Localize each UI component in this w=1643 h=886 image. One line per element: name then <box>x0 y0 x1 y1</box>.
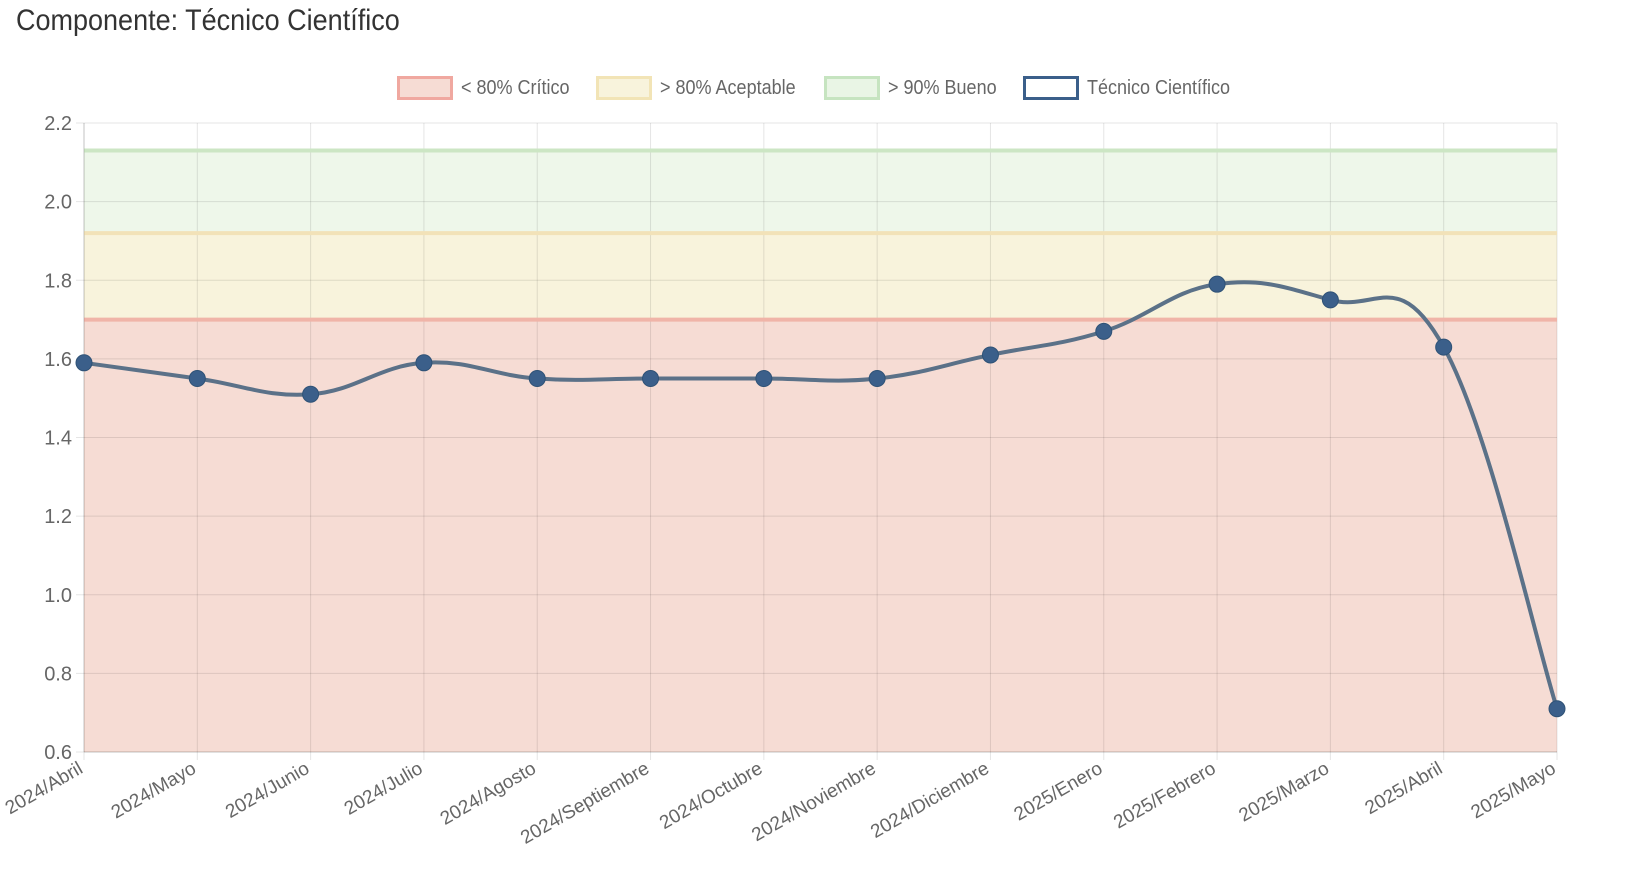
data-point-10 <box>1208 275 1226 293</box>
chart-title: Componente: Técnico Científico <box>16 4 400 37</box>
legend-label-tecnico-cientifico: Técnico Científico <box>1086 76 1231 99</box>
y-tick-label: 1.4 <box>44 428 72 450</box>
x-tick-label: 2025/Mayo <box>1468 758 1560 823</box>
x-tick-label: 2025/Abril <box>1362 758 1447 819</box>
legend-swatch-aceptable <box>595 76 652 100</box>
legend-item-bueno[interactable]: > 90% Bueno <box>824 76 1009 100</box>
data-point-1 <box>188 370 206 388</box>
data-point-4 <box>528 370 546 388</box>
x-tick-label: 2024/Noviembre <box>748 758 879 846</box>
data-point-2 <box>302 385 320 403</box>
band-2 <box>84 150 1557 234</box>
band-1 <box>84 233 1557 320</box>
data-point-6 <box>755 370 773 388</box>
data-point-9 <box>1095 322 1113 340</box>
x-tick-label: 2024/Octubre <box>656 758 766 834</box>
data-point-0 <box>75 354 93 372</box>
y-tick-label: 1.8 <box>44 270 72 292</box>
y-tick-label: 1.6 <box>44 349 72 371</box>
legend-item-aceptable[interactable]: > 80% Aceptable <box>595 76 811 100</box>
legend-label-bueno: > 90% Bueno <box>888 76 997 99</box>
y-tick-label: 2.0 <box>44 192 72 214</box>
legend-swatch-bueno <box>824 76 881 100</box>
y-tick-label: 0.8 <box>44 663 72 685</box>
x-tick-label: 2025/Marzo <box>1235 758 1332 826</box>
x-tick-label: 2024/Septiembre <box>517 758 653 849</box>
band-0 <box>84 319 1557 752</box>
x-tick-label: 2024/Mayo <box>108 758 200 823</box>
data-point-13 <box>1548 700 1566 718</box>
y-tick-label: 1.0 <box>44 585 72 607</box>
x-tick-label: 2024/Junio <box>222 758 313 823</box>
y-tick-label: 2.2 <box>44 113 72 135</box>
data-point-5 <box>642 370 660 388</box>
data-point-7 <box>868 370 886 388</box>
data-point-12 <box>1435 338 1453 356</box>
legend-label-aceptable: > 80% Aceptable <box>659 76 796 99</box>
chart-legend: < 80% Crítico > 80% Aceptable > 90% Buen… <box>0 76 1643 100</box>
legend-swatch-critico <box>397 76 454 100</box>
data-point-3 <box>415 354 433 372</box>
y-tick-label: 1.2 <box>44 506 72 528</box>
x-tick-label: 2024/Julio <box>341 758 427 819</box>
x-tick-label: 2024/Diciembre <box>867 758 993 843</box>
data-point-11 <box>1321 291 1339 309</box>
x-tick-label: 2025/Febrero <box>1110 758 1219 833</box>
x-tick-label: 2025/Enero <box>1011 758 1107 825</box>
y-tick-label: 0.6 <box>44 742 72 764</box>
x-tick-label: 2024/Agosto <box>437 758 540 830</box>
legend-item-tecnico-cientifico[interactable]: Técnico Científico <box>1022 76 1246 100</box>
legend-item-critico[interactable]: < 80% Crítico <box>397 76 582 100</box>
legend-label-critico: < 80% Crítico <box>461 76 570 99</box>
data-point-8 <box>981 346 999 364</box>
x-tick-label: 2024/Abril <box>2 758 87 819</box>
legend-swatch-tecnico-cientifico <box>1022 76 1079 100</box>
